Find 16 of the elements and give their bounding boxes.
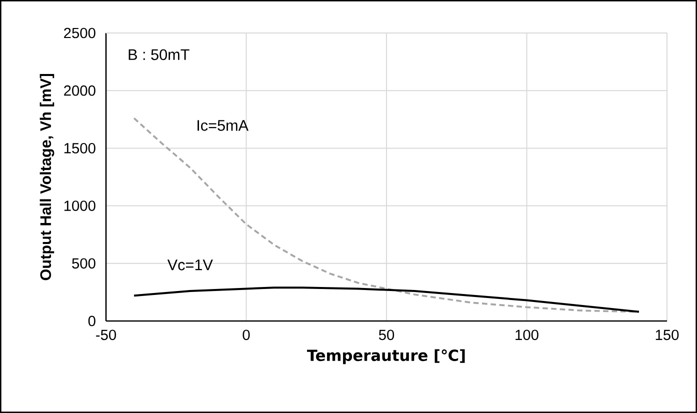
- y-tick-label: 2500: [64, 28, 96, 38]
- y-tick-label: 2000: [64, 85, 96, 96]
- x-tick-label: 0: [242, 330, 250, 340]
- text: Ic=5mA: [198, 120, 249, 131]
- series-label: Vc=1V: [167, 260, 213, 270]
- x-tick-label: -50: [96, 330, 116, 340]
- x-tick-label: 50: [378, 330, 394, 340]
- x-tick-label: 100: [516, 330, 538, 340]
- annotation: B : 50mT: [128, 49, 190, 60]
- x-tick-label: 150: [656, 330, 679, 340]
- y-tick-label: 1000: [64, 200, 96, 211]
- x-axis-title: Temperauture [℃]: [307, 349, 465, 364]
- y-tick-label: 500: [72, 258, 96, 269]
- y-tick-label: 0: [88, 316, 96, 326]
- y-tick-label: 1500: [64, 143, 96, 154]
- y-axis-title: Output Hall Voltage, Vh [mV]: [40, 74, 54, 280]
